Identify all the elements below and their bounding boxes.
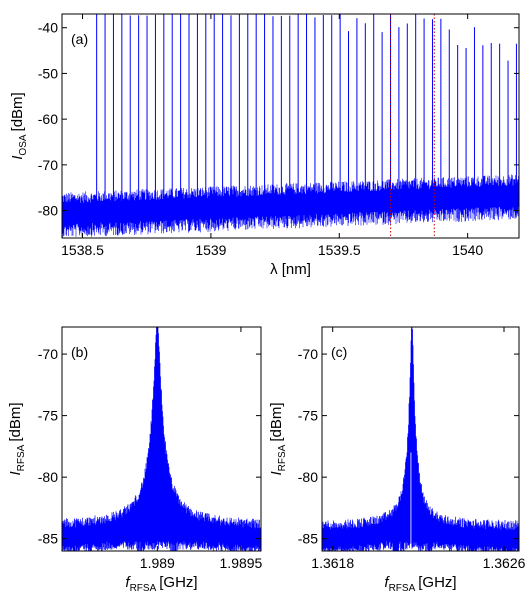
panel-label: (a) — [71, 31, 88, 47]
plot-area — [62, 327, 261, 551]
y-tick-label: -80 — [38, 203, 58, 219]
x-tick-label: 1.9895 — [220, 555, 263, 571]
y-label-main: I — [7, 471, 24, 475]
y-tick-label: -85 — [38, 531, 58, 547]
x-label-sub: RFSA — [130, 583, 157, 594]
y-label-sub: OSA — [18, 134, 29, 155]
y-axis-label: IOSA [dBm] — [9, 92, 29, 159]
y-tick-label: -75 — [38, 408, 58, 424]
panel-label: (c) — [331, 344, 347, 360]
panel-label: (b) — [71, 344, 88, 360]
y-tick-label: -70 — [38, 157, 58, 173]
y-tick-label: -80 — [38, 469, 58, 485]
panel-a: 1538.5 1539 1539.5 1540 -80 -70 -60 -50 -40 (a) λ … — [9, 13, 520, 278]
y-tick-label: -85 — [298, 531, 318, 547]
y-label-unit: [dBm] — [268, 402, 285, 441]
y-tick-label: -75 — [298, 408, 318, 424]
rf-spectrum-trace — [62, 327, 261, 551]
x-tick-label: 1538.5 — [61, 242, 104, 258]
x-label-unit: [GHz] — [159, 574, 197, 591]
y-label-sub: RFSA — [16, 444, 27, 471]
x-axis-label: fRFSA [GHz] — [125, 574, 197, 594]
y-tick-label: -70 — [38, 346, 58, 362]
x-tick-label: 1.3618 — [311, 555, 354, 571]
x-tick-label: 1540 — [452, 242, 483, 258]
x-axis-label: fRFSA [GHz] — [384, 574, 456, 594]
plot-area — [62, 14, 519, 238]
x-tick-label: 1.3626 — [483, 555, 526, 571]
y-tick-label: -40 — [38, 20, 58, 36]
y-label-main: I — [9, 156, 26, 160]
x-label-main: f — [384, 574, 390, 591]
y-label-unit: [dBm] — [7, 402, 24, 441]
plot-area — [322, 327, 519, 551]
panel-c: 1.3618 1.3626-85-80-75-70 (c)fRFSA [GHz]IRF… — [268, 326, 526, 594]
x-tick-label: 1539.5 — [318, 242, 361, 258]
x-tick-label: 1.989 — [140, 555, 175, 571]
y-tick-label: -70 — [298, 346, 318, 362]
x-label-sub: RFSA — [389, 583, 416, 594]
axes-frame — [61, 13, 520, 239]
y-tick-label: -80 — [298, 469, 318, 485]
x-tick-label: 1539 — [195, 242, 226, 258]
x-axis-label: λ [nm] — [270, 261, 311, 278]
x-label-main: f — [125, 574, 131, 591]
axes-frame — [321, 326, 520, 552]
y-tick-label: -60 — [38, 111, 58, 127]
x-label-unit: [GHz] — [418, 574, 456, 591]
axes-frame — [61, 326, 262, 552]
y-label-unit: [dBm] — [9, 92, 26, 131]
y-label-main: I — [268, 471, 285, 475]
y-axis-label: IRFSA [dBm] — [268, 402, 288, 475]
y-axis-label: IRFSA [dBm] — [7, 402, 27, 475]
panel-b: 1.989 1.9895-85-80-75-70 (b)fRFSA [GHz]IRFS… — [7, 326, 263, 594]
rf-spectrum-trace — [322, 327, 519, 551]
y-label-sub: RFSA — [277, 444, 288, 471]
y-tick-label: -50 — [38, 65, 58, 81]
